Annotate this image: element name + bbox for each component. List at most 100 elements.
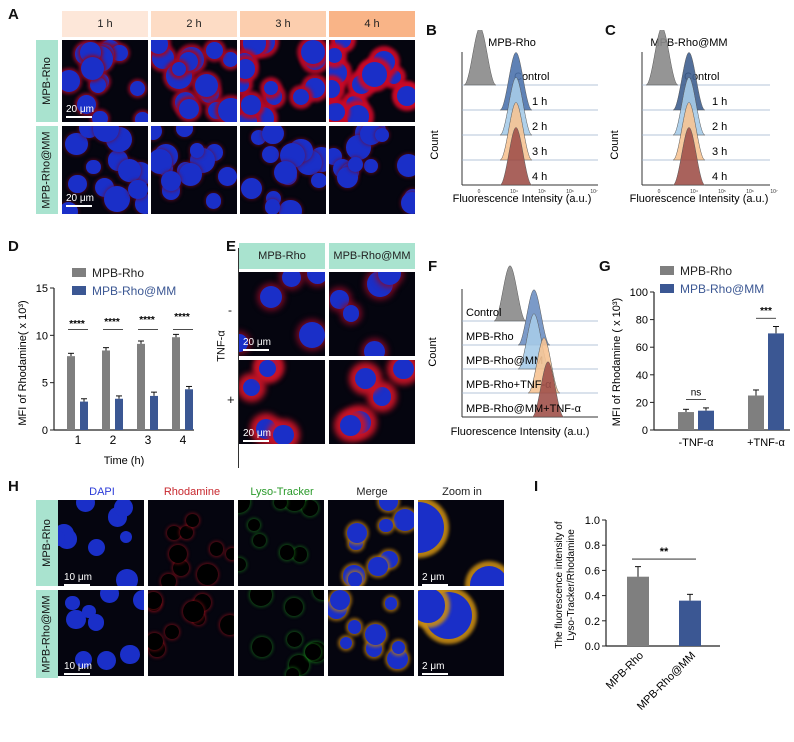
cell-nucleus: [329, 103, 345, 122]
cell-nucleus: [258, 360, 276, 378]
h-channel-merge: Merge: [356, 486, 388, 498]
y-tick-label: 60: [636, 342, 648, 354]
cell-nucleus: [240, 59, 256, 80]
cell-nucleus: [65, 595, 80, 610]
cell-nucleus: [396, 154, 415, 178]
y-tick-label: 10: [36, 330, 48, 342]
hist-label-2: MPB-Rho: [466, 331, 514, 343]
cell-nucleus: [365, 623, 387, 645]
h-channel-zoom: Zoom in: [442, 486, 482, 498]
cell-nucleus: [93, 126, 119, 142]
cell-nucleus: [306, 272, 325, 285]
cell-nucleus: [68, 174, 88, 194]
cell-nucleus: [103, 186, 130, 212]
cell-nucleus: [305, 78, 325, 98]
micrograph-a-r2-c3: [240, 126, 326, 214]
h-row-label-mpb-rho: MPB-Rho: [36, 500, 58, 586]
micrograph-h-r2-c3: [238, 590, 324, 676]
legend-label: MPB-Rho@MM: [680, 282, 764, 296]
cell-nucleus: [273, 424, 294, 444]
micrograph-h-r1-c5: [418, 500, 504, 586]
cell-nucleus: [286, 667, 300, 676]
y-tick-label: 80: [636, 315, 648, 327]
panel-f-ylabel: Count: [427, 337, 439, 366]
cell-nucleus: [384, 597, 398, 611]
micrograph-h-r1-c3: [238, 500, 324, 586]
micrograph-e-1: [239, 272, 325, 356]
micrograph-h-r2-c1: [58, 590, 144, 676]
panel-d-chart: 0 5 10 15 MFI of Rhodamine( x 10³) Time (h) MP…: [17, 266, 194, 467]
cell-nucleus: [178, 98, 199, 119]
cell-nucleus: [180, 526, 193, 540]
cell-nucleus: [393, 360, 414, 380]
cell-nucleus: [379, 500, 398, 511]
d-bar-mpb-rho-mm-2: [115, 398, 123, 430]
hist-peak-5: [531, 361, 565, 418]
i-ylabel: The fluorescence intensity ofLyso-Tracke…: [554, 521, 577, 649]
d-sig-2: ****: [104, 317, 120, 328]
cell-nucleus: [226, 547, 234, 560]
e-condition-label: TNF-α: [215, 330, 228, 362]
cell-nucleus: [361, 62, 387, 87]
micrograph-h-r2-c2: [148, 590, 234, 676]
y-tick-label: 0.8: [585, 540, 600, 552]
cell-nucleus: [386, 69, 402, 85]
cell-nucleus: [240, 76, 250, 92]
cell-nucleus: [168, 545, 187, 564]
cell-nucleus: [111, 44, 129, 62]
hist-label-3: 2 h: [712, 121, 727, 133]
cell-nucleus: [82, 604, 96, 619]
cell-nucleus: [329, 62, 348, 84]
g-sig-2: ***: [760, 306, 772, 317]
cell-nucleus: [217, 97, 237, 122]
micrograph-a-r2-c2: [151, 126, 237, 214]
cell-nucleus: [238, 557, 246, 571]
hist-label-5: MPB-Rho@MM+TNF-α: [466, 403, 582, 415]
g-bar-mpb-rho-plus: [748, 395, 764, 430]
time-header-3h: 3 h: [240, 11, 326, 37]
d-bar-mpb-rho-mm-4: [185, 389, 193, 430]
d-xlabel: Time (h): [104, 455, 145, 467]
cell-nucleus: [240, 95, 261, 115]
cell-nucleus: [240, 177, 262, 199]
d-xtick-1: 1: [75, 433, 82, 447]
panel-f-xlabel: Fluorescence Intensity (a.u.): [451, 426, 590, 438]
cell-nucleus: [66, 609, 86, 630]
cell-nucleus: [133, 590, 144, 610]
micrograph-a-r2-c4: [329, 126, 415, 214]
scale-bar-h1: 10 μm: [64, 572, 92, 586]
panel-i-chart: 0.0 0.2 0.4 0.6 0.8 1.0 The fluorescence inten…: [554, 515, 720, 713]
cell-nucleus: [400, 191, 415, 214]
h-channel-rhodamine: Rhodamine: [163, 486, 221, 498]
cell-nucleus: [92, 110, 108, 122]
micrograph-h-r1-c1: [58, 500, 144, 586]
g-ylabel: MFI of Rhodamine ( x 10³): [611, 298, 623, 426]
cell-nucleus: [292, 547, 308, 562]
g-xtick-2: +TNF-α: [747, 437, 785, 449]
d-bar-mpb-rho-1: [67, 356, 75, 430]
d-sig-1: ****: [69, 319, 85, 330]
micrograph-e-2: [329, 272, 415, 356]
cell-nucleus: [396, 85, 415, 106]
panel-f-histogram: Count Fluorescence Intensity (a.u.) Cont…: [427, 265, 598, 438]
cell-nucleus: [379, 518, 393, 533]
cell-nucleus: [240, 111, 258, 122]
cell-nucleus: [151, 40, 169, 54]
cell-nucleus: [285, 597, 304, 616]
cell-nucleus: [298, 322, 325, 349]
cell-nucleus: [178, 163, 202, 187]
hist-label-3: 2 h: [532, 121, 547, 133]
cell-nucleus: [337, 167, 358, 189]
cell-nucleus: [279, 199, 302, 214]
h-channel-dapi: DAPI: [89, 486, 115, 498]
i-sig: **: [660, 546, 669, 558]
cell-nucleus: [239, 333, 249, 352]
cell-nucleus: [128, 179, 148, 200]
panel-label-a: A: [8, 6, 19, 23]
cell-nucleus: [206, 42, 224, 60]
cell-nucleus: [264, 199, 281, 214]
cell-nucleus: [375, 127, 390, 142]
panel-label-b: B: [426, 22, 437, 39]
d-ylabel: MFI of Rhodamine( x 10³): [17, 300, 29, 425]
scale-bar-e-bottom: 20 μm: [243, 428, 271, 442]
